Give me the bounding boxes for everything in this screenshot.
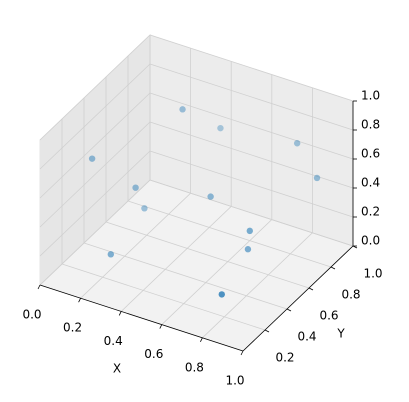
- grid-line: [39, 34, 151, 141]
- point: [179, 106, 186, 113]
- z-tick-label: 0.8: [361, 118, 380, 132]
- y-tick-label: 1.0: [363, 267, 382, 281]
- tick-mark: [159, 324, 163, 329]
- y-axis-line: [242, 245, 354, 352]
- grid-line: [149, 92, 354, 160]
- point: [244, 246, 252, 253]
- grid-line: [149, 179, 354, 247]
- tick-mark: [78, 298, 81, 303]
- x-axis-line: [39, 284, 244, 352]
- x-tick-label: 0.6: [144, 347, 163, 361]
- tick-mark: [330, 266, 336, 270]
- grid-line: [80, 192, 191, 299]
- point: [132, 184, 139, 191]
- tick-mark: [240, 350, 244, 356]
- y-tick-label: 0.2: [275, 351, 294, 365]
- point: [246, 227, 253, 235]
- grid-line: [202, 232, 313, 339]
- tick-mark: [37, 284, 41, 290]
- grid-line: [149, 63, 354, 131]
- x-tick-label: 0.4: [104, 334, 123, 348]
- grid-line: [161, 219, 273, 325]
- point: [88, 155, 96, 162]
- z-tick-label: 0.4: [361, 176, 380, 190]
- tick-mark: [118, 311, 122, 316]
- point: [107, 251, 115, 258]
- y-tick-label: 0.6: [319, 309, 338, 323]
- tick-mark: [264, 329, 270, 333]
- point: [217, 124, 224, 132]
- tick-mark: [308, 287, 314, 291]
- grid-line: [105, 221, 310, 289]
- y-axis-label: Y: [336, 327, 345, 341]
- grid-line: [120, 206, 232, 312]
- points: [88, 106, 321, 298]
- grid-line: [149, 150, 354, 218]
- grid-line: [39, 92, 151, 199]
- point: [207, 193, 214, 200]
- grid-line: [149, 34, 354, 102]
- grid-line: [39, 121, 151, 228]
- x-axis-label: X: [113, 362, 121, 376]
- grid-line: [127, 200, 332, 268]
- grid-line: [39, 179, 151, 286]
- grid-line: [83, 242, 288, 310]
- x-tick-label: 0.0: [22, 308, 41, 322]
- x-tick-label: 0.8: [185, 360, 204, 374]
- labels: 0.00.20.40.60.81.00.20.40.60.81.00.00.20…: [22, 89, 382, 388]
- z-tick-label: 1.0: [361, 89, 380, 103]
- point: [293, 140, 301, 147]
- x-tick-label: 0.2: [63, 321, 82, 335]
- grid: [37, 34, 358, 356]
- point: [313, 174, 321, 182]
- z-tick-label: 0.6: [361, 147, 380, 161]
- grid-line: [149, 121, 354, 189]
- tick-mark: [200, 337, 203, 342]
- grid-line: [39, 63, 151, 170]
- x-tick-label: 1.0: [225, 374, 244, 388]
- y-tick-label: 0.4: [297, 330, 316, 344]
- panes: [39, 33, 354, 352]
- point: [141, 205, 148, 212]
- grid-line: [61, 263, 266, 331]
- y-tick-label: 0.8: [341, 288, 360, 302]
- grid-line: [39, 150, 151, 257]
- z-tick-label: 0.0: [361, 234, 380, 248]
- tick-mark: [286, 308, 292, 312]
- z-tick-label: 0.2: [361, 205, 380, 219]
- point: [218, 291, 225, 298]
